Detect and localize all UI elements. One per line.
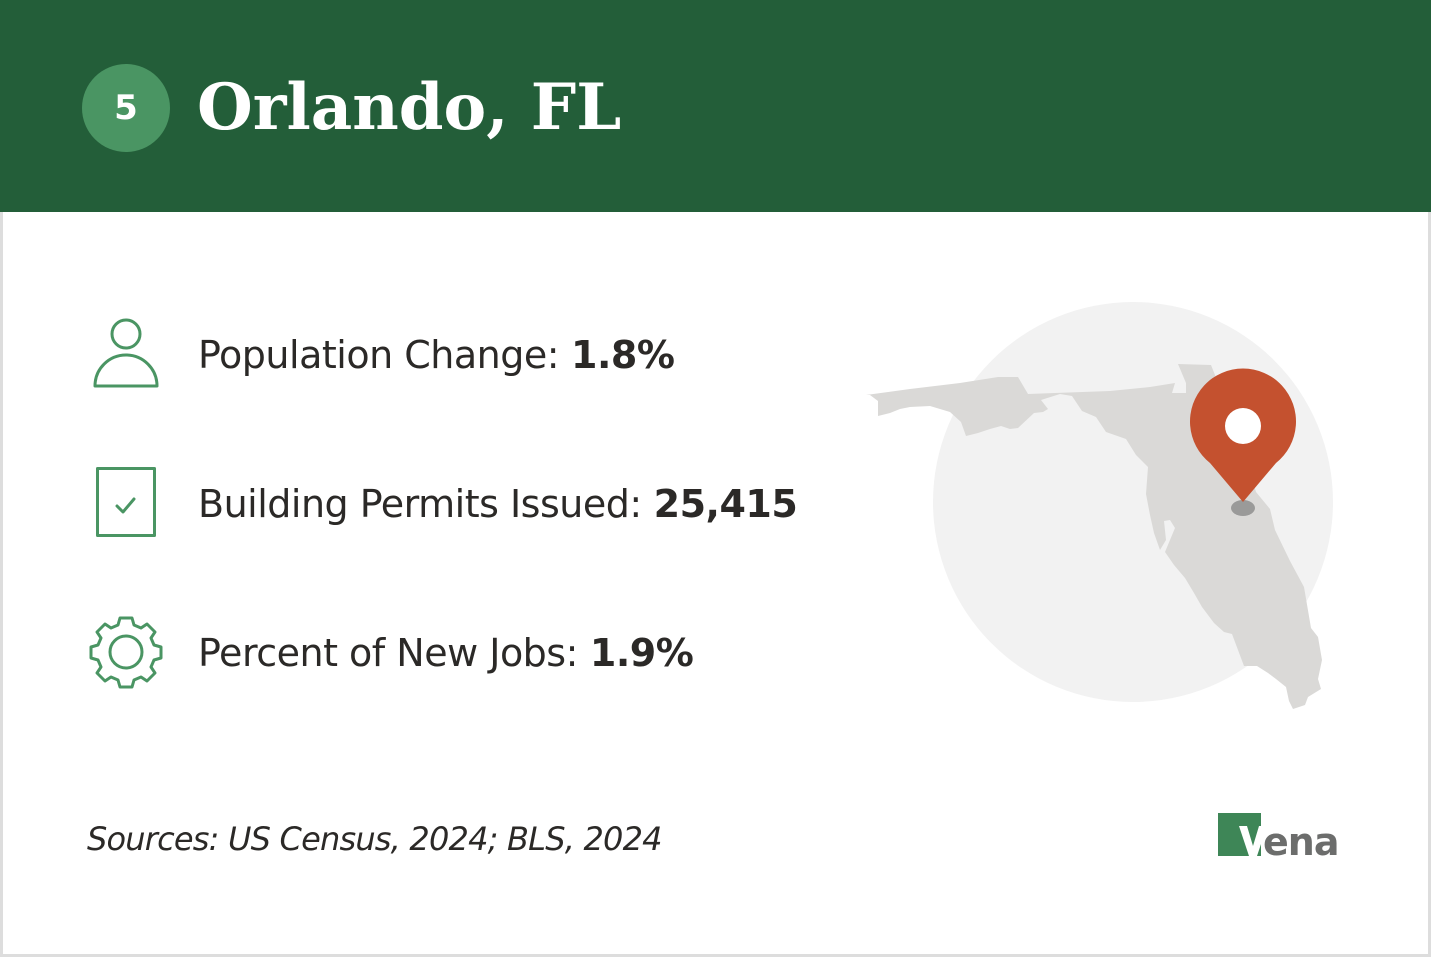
stat-row-population: Population Change: 1.8%	[0, 315, 860, 395]
pin-shadow	[1231, 500, 1255, 516]
stat-row-building-permits: Building Permits Issued: 25,415	[0, 464, 860, 544]
stat-label: Building Permits Issued:	[198, 482, 642, 526]
stat-text: Building Permits Issued: 25,415	[198, 464, 798, 544]
florida-map	[860, 295, 1350, 715]
rank-badge: 5	[82, 64, 170, 152]
map-pin-hole	[1225, 408, 1261, 444]
vena-logo: ena	[1217, 812, 1357, 864]
checkbox-document-icon	[86, 464, 166, 544]
svg-text:ena: ena	[1263, 820, 1338, 858]
stat-value: 25,415	[653, 482, 798, 526]
stat-text: Percent of New Jobs: 1.9%	[198, 613, 694, 693]
header-banner: 5 Orlando, FL	[0, 0, 1431, 212]
stat-label: Percent of New Jobs:	[198, 631, 578, 675]
stat-value: 1.8%	[571, 333, 675, 377]
sources-note: Sources: US Census, 2024; BLS, 2024	[87, 820, 663, 858]
stat-row-new-jobs: Percent of New Jobs: 1.9%	[0, 613, 860, 693]
stat-value: 1.9%	[589, 631, 694, 675]
stat-label: Population Change:	[198, 333, 560, 377]
gear-icon	[86, 613, 166, 693]
person-icon	[86, 315, 166, 395]
city-title: Orlando, FL	[197, 70, 622, 145]
stat-text: Population Change: 1.8%	[198, 315, 675, 395]
